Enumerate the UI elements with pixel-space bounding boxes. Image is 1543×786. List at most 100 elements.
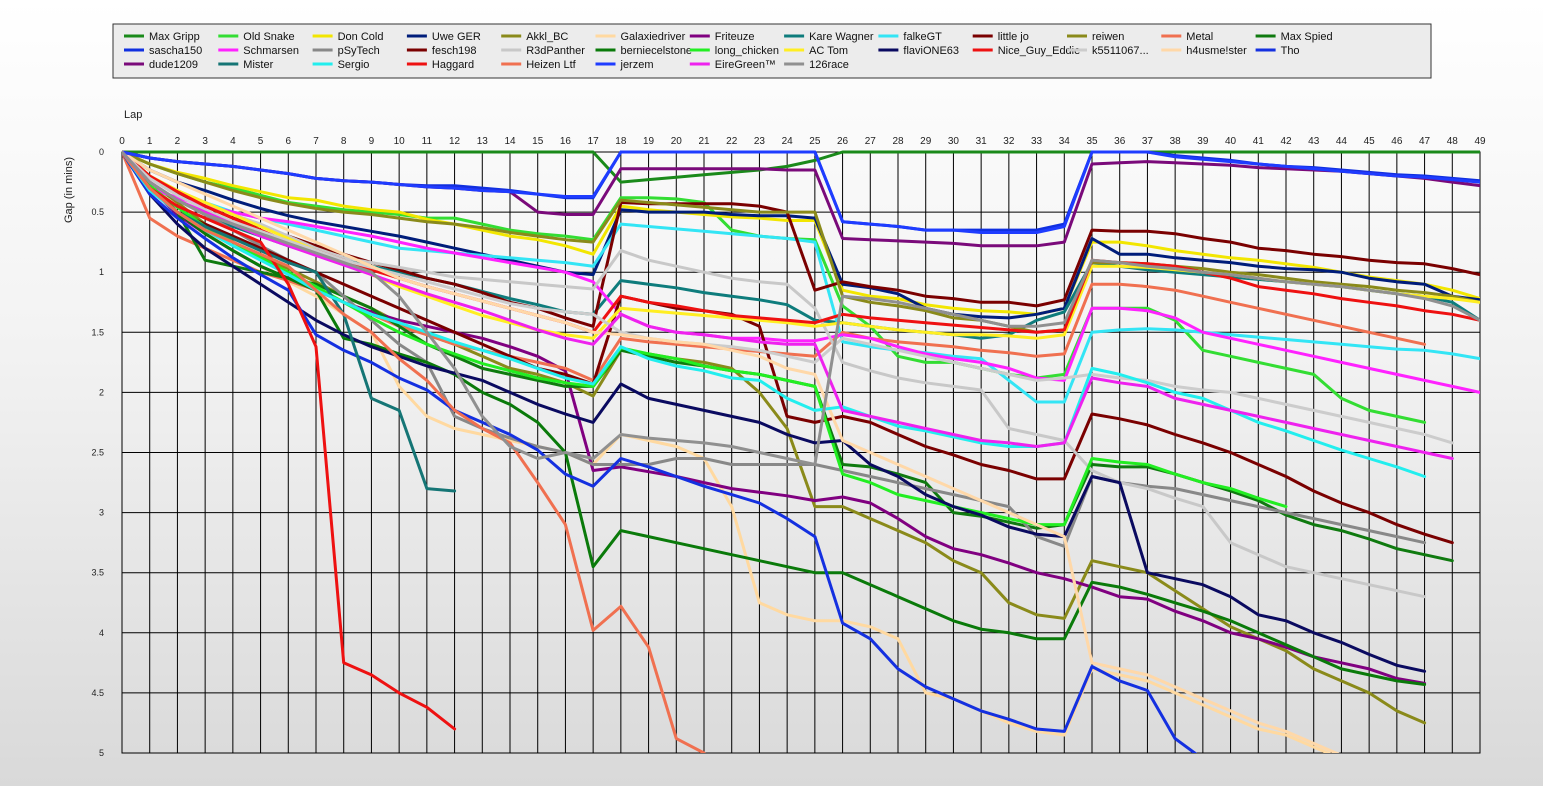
x-tick-label: 42 (1280, 136, 1292, 147)
y-tick-label: 2 (99, 387, 104, 397)
series-line-10 (122, 150, 1480, 334)
x-tick-label: 32 (1003, 136, 1015, 147)
x-tick-label: 6 (286, 136, 292, 147)
x-tick-label: 36 (1114, 136, 1126, 147)
legend-entry: berniecelstone (621, 45, 693, 57)
series-line-21 (122, 150, 1427, 673)
series-line-15 (122, 150, 1427, 548)
series-line-0 (122, 150, 1480, 184)
x-tick-label: 7 (313, 136, 319, 147)
x-tick-label: 16 (560, 136, 572, 147)
x-tick-label: 15 (532, 136, 544, 147)
y-tick-label: 0 (99, 147, 104, 157)
legend-entry: Sergio (338, 59, 370, 71)
x-tick-label: 8 (341, 136, 347, 147)
legend-entry: Nice_Guy_Eddie (998, 45, 1081, 57)
x-tick-label: 5 (258, 136, 264, 147)
y-tick-label: 5 (99, 748, 104, 758)
series-line-23 (122, 150, 1454, 445)
series-line-29 (122, 150, 457, 731)
y-tick-label: 1.5 (91, 327, 104, 337)
x-tick-label: 38 (1170, 136, 1182, 147)
series-line-28 (122, 150, 1427, 478)
y-axis-label: Gap (in mins) (63, 157, 75, 223)
y-tick-label: 3 (99, 508, 104, 518)
x-tick-label: 1 (147, 136, 153, 147)
legend-entry: k5511067... (1092, 45, 1149, 57)
x-tick-label: 46 (1391, 136, 1403, 147)
x-tick-label: 21 (698, 136, 710, 147)
legend-entry: Max Gripp (149, 31, 200, 43)
axes: 0 1 2 3 4 5 6 7 8 9 10 11 12 13 14 15 16 17 18 19 20 21 22 23 24… (91, 136, 1486, 758)
x-tick-label: 34 (1059, 136, 1071, 147)
y-tick-label: 1 (99, 267, 104, 277)
x-tick-label: 41 (1253, 136, 1265, 147)
series-line-17 (122, 150, 1427, 599)
series-line-33 (122, 150, 1480, 466)
x-tick-label: 22 (726, 136, 738, 147)
x-axis-label: Lap (124, 109, 142, 121)
legend-entry: Schmarsen (243, 45, 299, 57)
x-tick-label: 28 (892, 136, 904, 147)
legend-entry: Tho (1281, 45, 1300, 57)
x-tick-label: 12 (449, 136, 461, 147)
y-tick-label: 0.5 (91, 207, 104, 217)
legend-entry: dude1209 (149, 59, 198, 71)
x-tick-label: 24 (782, 136, 794, 147)
legend-entry: Metal (1186, 31, 1213, 43)
x-tick-label: 18 (615, 136, 627, 147)
legend-entry: jerzem (620, 59, 654, 71)
x-tick-label: 40 (1225, 136, 1237, 147)
series-line-16 (122, 150, 1454, 545)
x-tick-label: 37 (1142, 136, 1154, 147)
x-tick-label: 11 (422, 136, 433, 147)
x-tick-label: 45 (1364, 136, 1376, 147)
x-tick-label: 33 (1031, 136, 1043, 147)
x-tick-label: 39 (1197, 136, 1209, 147)
series-line-30 (122, 150, 706, 753)
legend-entry: little jo (998, 31, 1029, 43)
legend-entry: R3dPanther (526, 45, 585, 57)
x-tick-label: 48 (1447, 136, 1459, 147)
legend-entry: falkeGT (903, 31, 942, 43)
x-tick-label: 9 (369, 136, 375, 147)
x-tick-label: 27 (865, 136, 877, 147)
y-tick-label: 2.5 (91, 448, 104, 458)
x-tick-label: 29 (920, 136, 932, 147)
x-tick-label: 35 (1086, 136, 1098, 147)
legend-entry: Galaxiedriver (621, 31, 686, 43)
legend-entry: Uwe GER (432, 31, 481, 43)
series-lines (122, 150, 1480, 753)
series-line-3 (122, 150, 1480, 320)
y-tick-label: 4.5 (91, 688, 104, 698)
legend-entry: Mister (243, 59, 273, 71)
x-tick-label: 3 (202, 136, 208, 147)
legend-entry: Old Snake (243, 31, 294, 43)
legend: Max Gripp Old Snake Don Cold Uwe GER Akkl_BC… (112, 23, 1432, 79)
legend-entry: h4usme!ster (1186, 45, 1247, 57)
series-line-31 (122, 150, 1480, 234)
legend-entry: long_chicken (715, 45, 779, 57)
series-line-2 (122, 150, 1480, 316)
legend-entry: Haggard (432, 59, 474, 71)
legend-entry: Friteuze (715, 31, 755, 43)
x-tick-label: 0 (119, 136, 125, 147)
x-tick-label: 20 (671, 136, 683, 147)
series-line-14 (122, 150, 1480, 394)
legend-entry: EireGreen™ (715, 59, 776, 71)
x-tick-label: 49 (1474, 136, 1486, 147)
legend-entry: Kare Wagner (809, 31, 874, 43)
x-tick-label: 14 (504, 136, 516, 147)
x-tick-label: 19 (643, 136, 655, 147)
x-tick-label: 23 (754, 136, 766, 147)
x-tick-label: 47 (1419, 136, 1431, 147)
x-tick-label: 17 (588, 136, 600, 147)
x-tick-label: 30 (948, 136, 960, 147)
x-tick-label: 4 (230, 136, 236, 147)
x-tick-label: 44 (1336, 136, 1348, 147)
legend-entry: flaviONE63 (903, 45, 959, 57)
x-tick-label: 10 (394, 136, 406, 147)
x-tick-label: 13 (477, 136, 489, 147)
x-tick-label: 43 (1308, 136, 1320, 147)
